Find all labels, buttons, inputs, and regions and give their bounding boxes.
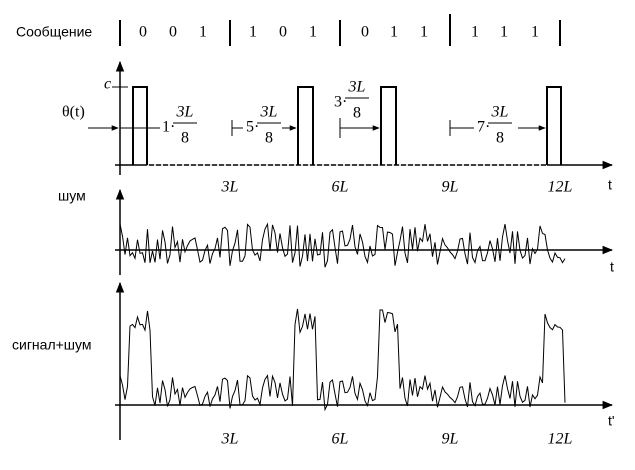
separators bbox=[119, 14, 561, 46]
bit: 0 bbox=[279, 24, 287, 41]
x-tick-label: 3L bbox=[221, 179, 239, 196]
delay-num: 3L bbox=[491, 104, 509, 121]
bit: 0 bbox=[139, 24, 147, 41]
delay-num: 3L bbox=[260, 104, 278, 121]
delay-factor: 5· bbox=[246, 119, 259, 136]
noise-trace bbox=[119, 222, 566, 268]
x-tick-label: 6L bbox=[332, 431, 349, 448]
y-label: c bbox=[104, 76, 111, 93]
delay-factor: 3· bbox=[334, 94, 347, 111]
bit: 1 bbox=[390, 24, 398, 41]
delay-den: 8 bbox=[496, 130, 504, 147]
x-label: t bbox=[610, 259, 614, 275]
bit: 1 bbox=[500, 24, 508, 41]
sum-trace bbox=[119, 308, 566, 412]
bit: 0 bbox=[361, 24, 369, 41]
x-tick-label: 3L bbox=[221, 431, 239, 448]
x-label: t' bbox=[608, 413, 615, 429]
delay-den: 8 bbox=[265, 130, 273, 147]
delay-den: 8 bbox=[181, 130, 189, 147]
message-label: Сообщение bbox=[16, 24, 92, 40]
delay-num: 3L bbox=[176, 104, 194, 121]
bit: 0 bbox=[169, 24, 177, 41]
bit: 1 bbox=[249, 24, 257, 41]
x-label: t bbox=[608, 177, 612, 193]
bit: 1 bbox=[420, 24, 428, 41]
x-tick-label: 12L bbox=[548, 179, 573, 196]
delay-den: 8 bbox=[353, 105, 361, 122]
signal-label: θ(t) bbox=[62, 104, 85, 121]
bit: 1 bbox=[199, 24, 207, 41]
x-tick-label: 6L bbox=[332, 179, 349, 196]
bit: 1 bbox=[531, 24, 539, 41]
noise-label: шум bbox=[58, 188, 86, 204]
delay-arrows bbox=[120, 118, 546, 138]
bit: 1 bbox=[471, 24, 479, 41]
bit: 1 bbox=[309, 24, 317, 41]
delay-num: 3L bbox=[348, 79, 366, 96]
sum-label: сигнал+шум bbox=[12, 337, 92, 353]
x-tick-label: 9L bbox=[442, 431, 459, 448]
x-tick-label: 12L bbox=[548, 431, 573, 448]
x-tick-label: 9L bbox=[442, 179, 459, 196]
pulses bbox=[132, 86, 562, 165]
delay-factor: 7· bbox=[477, 119, 490, 136]
delay-factor: 1· bbox=[162, 119, 175, 136]
